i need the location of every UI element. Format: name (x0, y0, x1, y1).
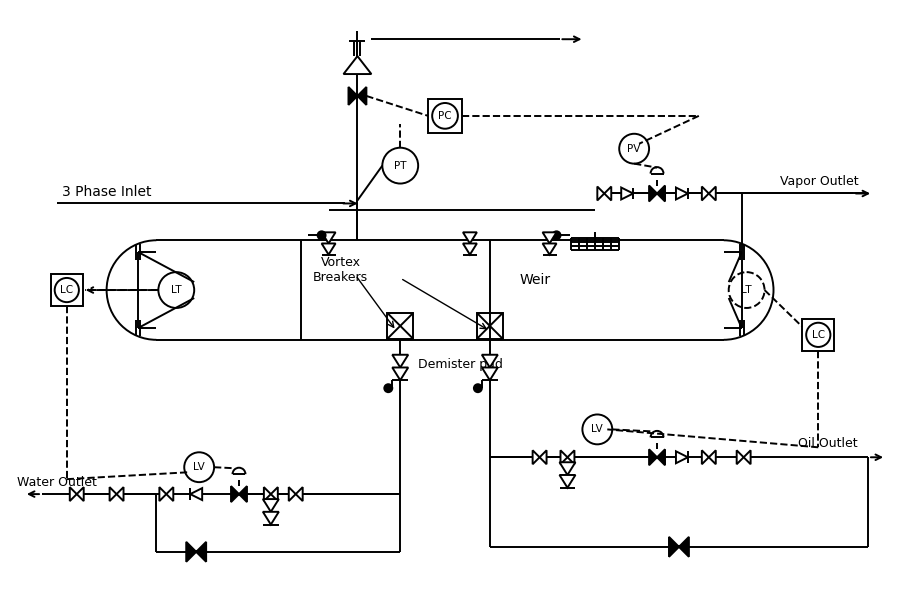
Circle shape (474, 384, 481, 392)
Text: LT: LT (741, 285, 752, 295)
Text: LC: LC (812, 330, 824, 340)
Polygon shape (567, 451, 575, 464)
Text: LC: LC (61, 285, 73, 295)
Bar (428, 99, 462, 133)
Text: Vortex
Breakers: Vortex Breakers (313, 256, 368, 284)
Polygon shape (605, 187, 611, 200)
Circle shape (385, 384, 392, 392)
Text: 3 Phase Inlet: 3 Phase Inlet (62, 185, 151, 199)
Polygon shape (463, 244, 477, 254)
Polygon shape (539, 451, 547, 464)
Polygon shape (190, 488, 202, 500)
Polygon shape (649, 185, 665, 202)
Polygon shape (392, 367, 408, 380)
Polygon shape (463, 232, 477, 244)
Polygon shape (289, 487, 296, 501)
Polygon shape (560, 451, 567, 464)
Polygon shape (262, 499, 279, 512)
Text: PV: PV (627, 144, 641, 154)
Text: Oil Outlet: Oil Outlet (798, 437, 858, 450)
Polygon shape (621, 188, 634, 199)
Polygon shape (709, 451, 716, 464)
Polygon shape (649, 449, 665, 465)
Polygon shape (676, 451, 688, 463)
Polygon shape (669, 537, 689, 557)
Polygon shape (167, 487, 173, 501)
Bar (477, 313, 503, 339)
Polygon shape (737, 451, 744, 464)
Circle shape (553, 232, 560, 239)
Polygon shape (117, 487, 123, 501)
Polygon shape (392, 355, 408, 367)
Polygon shape (543, 244, 557, 254)
Polygon shape (702, 187, 709, 200)
Polygon shape (264, 487, 271, 501)
Polygon shape (348, 87, 367, 105)
Text: LV: LV (194, 462, 205, 472)
Polygon shape (186, 542, 206, 562)
Bar (387, 313, 414, 339)
Text: PT: PT (394, 161, 406, 170)
Polygon shape (296, 487, 302, 501)
Polygon shape (159, 487, 167, 501)
Bar (803, 319, 834, 351)
Text: LV: LV (592, 424, 604, 434)
Circle shape (318, 232, 326, 239)
Polygon shape (344, 56, 371, 74)
Polygon shape (559, 462, 576, 475)
Polygon shape (709, 187, 716, 200)
Polygon shape (321, 244, 336, 254)
Bar (51, 274, 82, 306)
Polygon shape (321, 232, 336, 244)
Polygon shape (77, 487, 84, 501)
Text: Vapor Outlet: Vapor Outlet (780, 175, 859, 188)
Polygon shape (543, 232, 557, 244)
Polygon shape (70, 487, 77, 501)
Polygon shape (110, 487, 117, 501)
Polygon shape (271, 487, 278, 501)
Polygon shape (559, 475, 576, 488)
Polygon shape (597, 187, 605, 200)
Text: Demister pad: Demister pad (417, 358, 502, 371)
Text: Weir: Weir (519, 273, 550, 287)
Text: PC: PC (438, 111, 452, 121)
Text: LT: LT (171, 285, 182, 295)
Polygon shape (744, 451, 750, 464)
Polygon shape (702, 451, 709, 464)
Polygon shape (676, 188, 688, 199)
Polygon shape (533, 451, 539, 464)
Text: Water Outlet: Water Outlet (17, 476, 97, 488)
Polygon shape (262, 512, 279, 524)
Polygon shape (481, 367, 498, 380)
Polygon shape (231, 486, 247, 502)
Polygon shape (481, 355, 498, 367)
